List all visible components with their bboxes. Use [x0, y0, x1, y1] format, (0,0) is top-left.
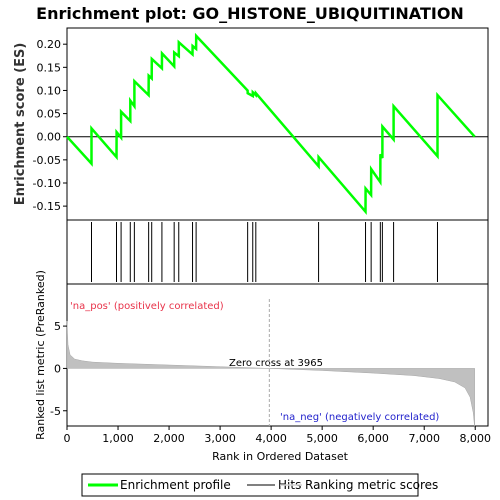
es-y-axis: 0.20 0.15 0.10 0.05 0.00 -0.05 -0.10 -0.15 — [33, 38, 67, 213]
ranking-metric-area — [66, 320, 475, 428]
legend: Enrichment profile Hits Ranking metric sco… — [88, 478, 438, 492]
es-y-tick-label: 0.15 — [37, 61, 62, 74]
legend-label: Ranking metric scores — [305, 478, 438, 492]
es-y-tick-label: -0.15 — [33, 200, 61, 213]
legend-label: Enrichment profile — [120, 478, 231, 492]
hits-marks — [90, 222, 438, 282]
es-y-tick-label: 0.05 — [37, 108, 62, 121]
x-tick-label: 7,000 — [408, 432, 440, 445]
metric-y-axis-label: Ranked list metric (PreRanked) — [34, 270, 47, 440]
x-tick-label: 4,000 — [255, 432, 287, 445]
es-y-tick-label: -0.05 — [33, 154, 61, 167]
x-tick-label: 0 — [64, 432, 71, 445]
es-y-tick-label: 0.10 — [37, 84, 62, 97]
es-y-tick-label: -0.10 — [33, 177, 61, 190]
enrichment-profile-line — [66, 32, 476, 216]
x-tick-label: 2,000 — [153, 432, 185, 445]
hits-panel-frame — [66, 219, 489, 285]
x-tick-label: 1,000 — [102, 432, 134, 445]
x-tick-label: 6,000 — [357, 432, 389, 445]
neg-correlated-label: 'na_neg' (negatively correlated) — [280, 412, 439, 423]
x-tick-label: 5,000 — [306, 432, 338, 445]
metric-y-tick-label: -5 — [50, 405, 61, 418]
x-axis-label: Rank in Ordered Dataset — [212, 450, 349, 463]
x-tick-label: 3,000 — [204, 432, 236, 445]
zero-cross-label: Zero cross at 3965 — [229, 358, 323, 369]
metric-y-axis: 5 0 -5 — [50, 320, 67, 418]
metric-panel-frame — [66, 283, 489, 427]
metric-y-tick-label: 5 — [54, 320, 61, 333]
ranking-metric-curve — [66, 320, 475, 428]
es-y-axis-label: Enrichment score (ES) — [13, 43, 28, 206]
es-y-tick-label: 0.00 — [37, 131, 62, 144]
x-tick-label: 8,000 — [459, 432, 491, 445]
es-y-tick-label: 0.20 — [37, 38, 62, 51]
metric-y-tick-label: 0 — [54, 362, 61, 375]
chart-title: Enrichment plot: GO_HISTONE_UBIQUITINATI… — [36, 4, 464, 23]
x-axis: 0 1,000 2,000 3,000 4,000 5,000 6,000 7,000 8,00… — [64, 426, 491, 445]
pos-correlated-label: 'na_pos' (positively correlated) — [70, 301, 224, 312]
es-panel-frame — [66, 27, 489, 221]
